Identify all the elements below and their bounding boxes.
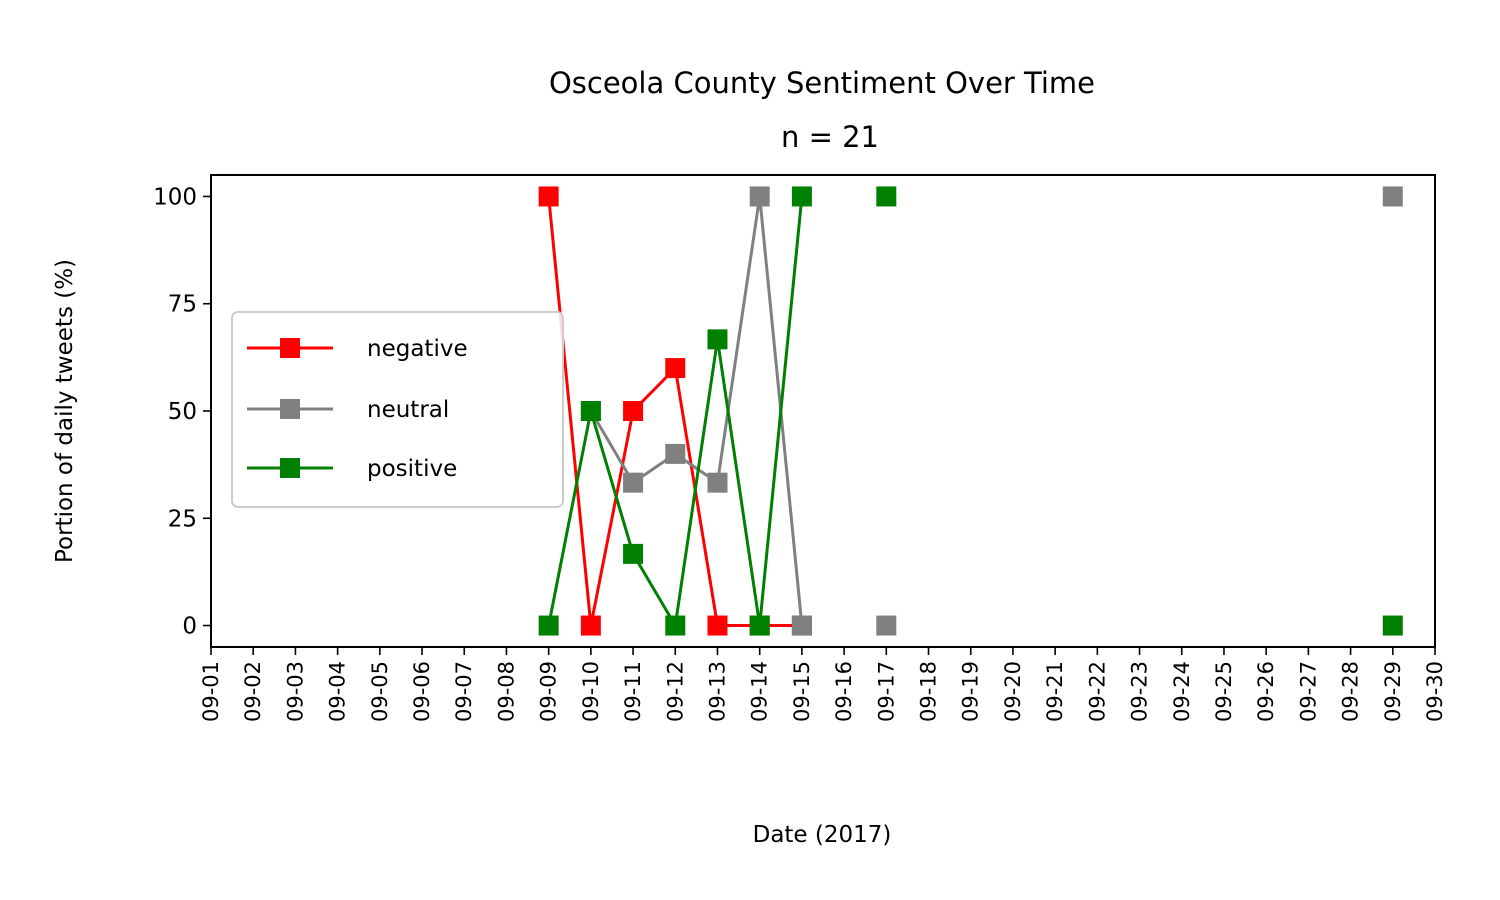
- y-tick-label: 0: [182, 614, 197, 640]
- x-tick-label: 09-07: [452, 661, 476, 722]
- data-point-positive: [876, 186, 897, 207]
- data-point-neutral: [1382, 186, 1403, 207]
- x-tick-label: 09-23: [1128, 661, 1152, 722]
- x-tick-label: 09-25: [1212, 661, 1236, 722]
- x-tick-label: 09-01: [199, 661, 223, 722]
- data-point-negative: [665, 358, 686, 379]
- x-tick-label: 09-30: [1423, 661, 1447, 722]
- data-point-negative: [707, 615, 728, 636]
- series-line-neutral: [589, 194, 804, 626]
- legend-box: [231, 311, 564, 508]
- x-tick-label: 09-13: [705, 661, 729, 722]
- legend-marker-negative: [280, 338, 300, 358]
- x-tick-label: 09-29: [1381, 661, 1405, 722]
- x-tick-label: 09-12: [663, 661, 687, 722]
- data-point-negative: [580, 615, 601, 636]
- legend-marker-positive: [280, 458, 300, 478]
- x-tick-label: 09-20: [1001, 661, 1025, 722]
- x-tick-label: 09-14: [748, 661, 772, 722]
- x-tick-label: 09-06: [410, 661, 434, 722]
- data-point-positive: [1382, 615, 1403, 636]
- legend: negative neutral positive: [231, 311, 564, 508]
- x-tick-label: 09-16: [832, 661, 856, 722]
- data-point-neutral: [623, 472, 644, 493]
- data-point-positive: [791, 186, 812, 207]
- y-tick-label: 75: [168, 292, 197, 318]
- data-point-positive: [538, 615, 559, 636]
- chart-subtitle: n = 21: [781, 120, 879, 154]
- data-point-neutral: [749, 186, 770, 207]
- data-point-neutral: [876, 615, 897, 636]
- data-point-positive: [707, 329, 728, 350]
- x-axis: 09-01 09-02 09-03 09-04 09-05 09-06 09-07 09-08…: [199, 647, 1447, 722]
- y-tick-label: 100: [153, 184, 197, 210]
- x-tick-label: 09-15: [790, 661, 814, 722]
- x-tick-label: 09-19: [959, 661, 983, 722]
- legend-label-positive: positive: [367, 456, 457, 482]
- x-tick-label: 09-09: [537, 661, 561, 722]
- chart-title: Osceola County Sentiment Over Time: [549, 66, 1095, 100]
- x-tick-label: 09-24: [1170, 661, 1194, 722]
- x-tick-label: 09-26: [1254, 661, 1278, 722]
- y-axis-label: Portion of daily tweets (%): [52, 259, 78, 563]
- legend-marker-neutral: [280, 399, 300, 419]
- data-point-negative: [538, 186, 559, 207]
- x-tick-label: 09-18: [917, 661, 941, 722]
- y-tick-label: 50: [168, 399, 197, 425]
- x-tick-label: 09-03: [283, 661, 307, 722]
- data-point-negative: [623, 401, 644, 421]
- data-point-positive: [623, 543, 644, 564]
- x-tick-label: 09-05: [368, 661, 392, 722]
- y-tick-label: 25: [168, 506, 197, 532]
- x-axis-label: Date (2017): [753, 822, 892, 848]
- data-point-neutral: [665, 443, 686, 464]
- x-tick-label: 09-04: [326, 661, 350, 722]
- x-tick-label: 09-08: [494, 661, 518, 722]
- x-tick-label: 09-11: [621, 661, 645, 722]
- x-tick-label: 09-28: [1339, 661, 1363, 722]
- x-tick-label: 09-22: [1085, 661, 1109, 722]
- x-tick-label: 09-17: [874, 661, 898, 722]
- data-point-positive: [580, 401, 601, 421]
- plot-area: [538, 186, 1403, 636]
- y-axis: 0 25 50 75 100: [153, 184, 211, 640]
- legend-label-neutral: neutral: [367, 397, 449, 423]
- x-tick-label: 09-10: [579, 661, 603, 722]
- data-point-neutral: [791, 615, 812, 636]
- data-point-positive: [749, 615, 770, 636]
- data-point-neutral: [707, 472, 728, 493]
- x-tick-label: 09-21: [1043, 661, 1067, 722]
- x-tick-label: 09-02: [241, 661, 265, 722]
- data-point-positive: [665, 615, 686, 636]
- legend-label-negative: negative: [367, 336, 468, 362]
- x-tick-label: 09-27: [1296, 661, 1320, 722]
